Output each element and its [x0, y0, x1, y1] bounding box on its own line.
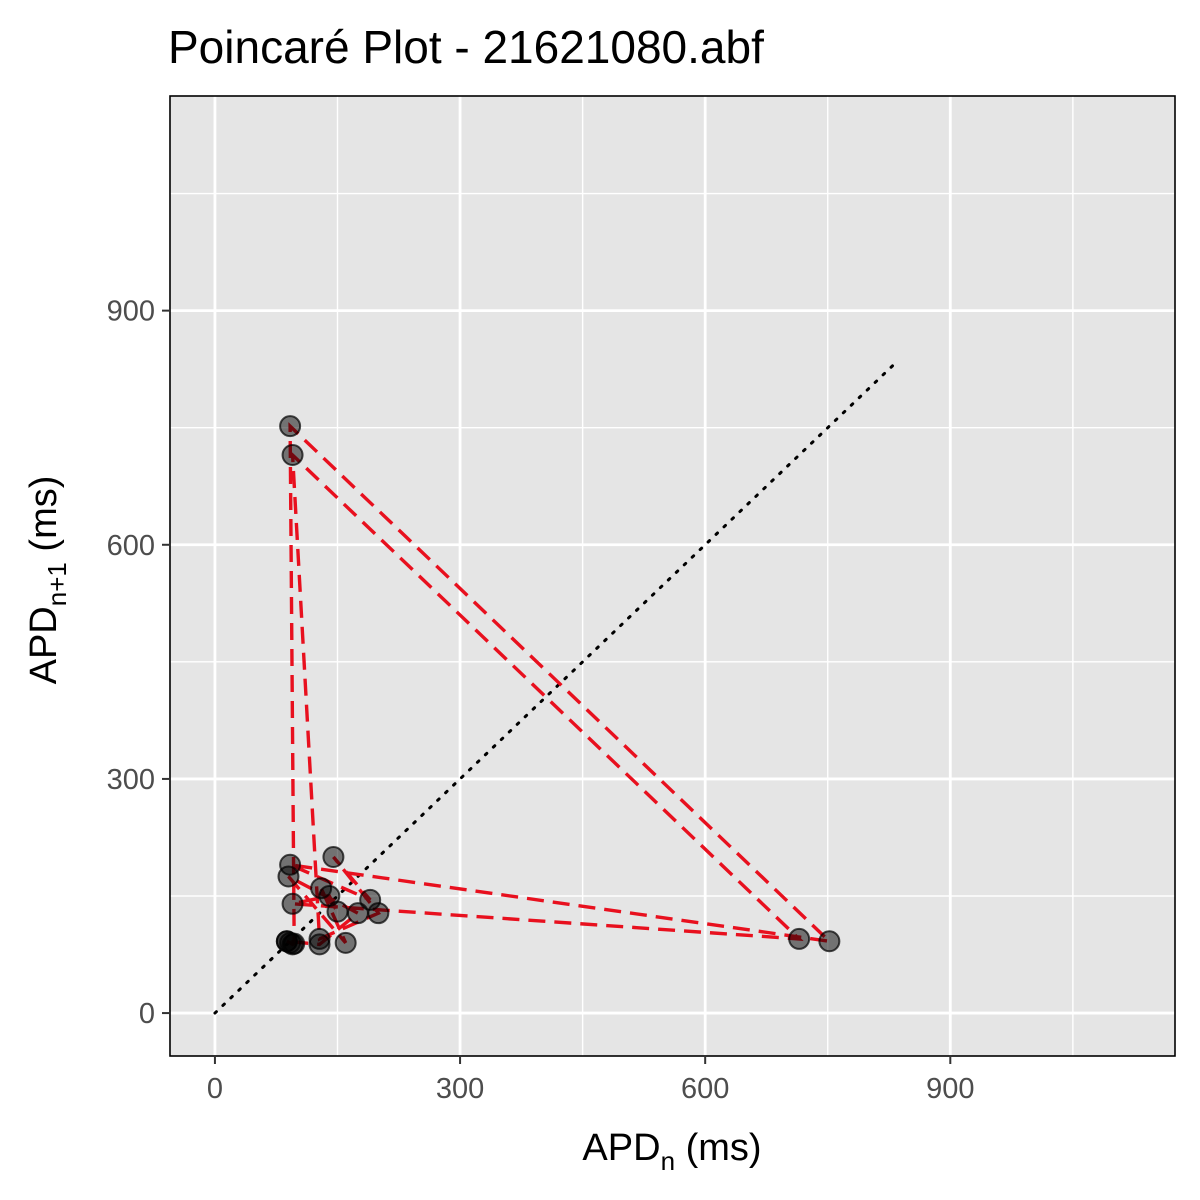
data-points: [275, 415, 841, 956]
y-tick-label: 900: [107, 296, 155, 328]
data-point: [275, 930, 298, 953]
connecting-path: [286, 422, 835, 947]
x-tick-label: 600: [681, 1073, 729, 1105]
y-axis-title-unit: (ms): [23, 476, 65, 563]
x-axis-title: APDn (ms): [582, 1127, 761, 1176]
x-tick-label: 0: [207, 1073, 223, 1105]
x-axis-ticks: 0 300 600 900: [207, 1056, 975, 1105]
x-axis-title-main: APD: [582, 1127, 660, 1169]
data-point: [367, 902, 390, 925]
major-gridlines: [170, 96, 1175, 1056]
data-point: [334, 931, 357, 954]
x-axis-title-subscript: n: [661, 1146, 675, 1176]
data-point: [818, 930, 841, 953]
x-axis-title-unit: (ms): [675, 1127, 762, 1169]
data-point: [788, 927, 811, 950]
panel-border: [169, 95, 1176, 1057]
data-point: [326, 900, 349, 923]
data-point: [281, 892, 304, 915]
x-tick-label: 300: [436, 1073, 484, 1105]
y-axis-ticks: 0 300 600 900: [107, 296, 170, 1030]
y-tick-label: 300: [107, 764, 155, 796]
y-axis-title-subscript: n+1: [42, 562, 72, 606]
y-tick-label: 0: [139, 998, 155, 1030]
x-tick-label: 900: [926, 1073, 974, 1105]
connecting-path-line: [286, 422, 835, 947]
data-point: [281, 444, 304, 467]
y-axis-title: APDn+1 (ms): [23, 476, 72, 685]
data-point: [346, 902, 369, 925]
data-point: [277, 865, 300, 888]
data-point: [308, 933, 331, 956]
chart-title: Poincaré Plot - 21621080.abf: [168, 21, 764, 73]
data-point: [310, 877, 333, 900]
y-axis-title-main: APD: [23, 606, 65, 684]
data-point: [279, 415, 302, 438]
data-point: [322, 845, 345, 868]
y-tick-label: 600: [107, 530, 155, 562]
